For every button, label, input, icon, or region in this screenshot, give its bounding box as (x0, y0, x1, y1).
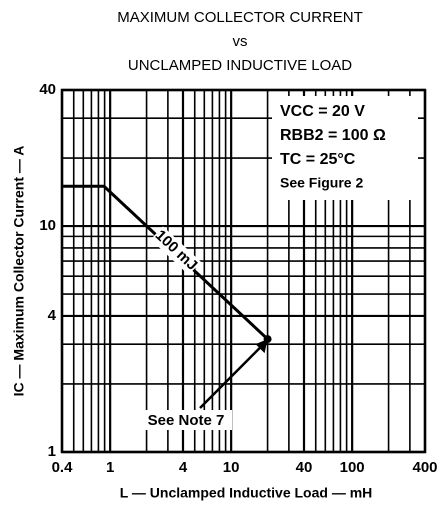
arrow-head (255, 339, 268, 354)
x-tick-label: 0.4 (52, 459, 74, 476)
x-tick-label: 100 (340, 459, 365, 476)
x-tick-label: 10 (223, 459, 240, 476)
y-axis-label: IC — Maximum Collector Current — A (11, 146, 27, 397)
label-bg (150, 226, 201, 275)
chart-title: UNCLAMPED INDUCTIVE LOAD (128, 57, 352, 74)
annotation-box (272, 96, 418, 200)
annotation: See Figure 2 (280, 175, 363, 191)
label-bg (140, 410, 232, 430)
x-tick-label: 40 (296, 459, 313, 476)
annotation: VCC = 20 V (280, 103, 365, 120)
y-tick-label: 1 (48, 443, 56, 460)
plot-frame (60, 88, 427, 454)
x-tick-label: 400 (412, 459, 437, 476)
annotation: TC = 25°C (280, 151, 356, 168)
chart-title: MAXIMUM COLLECTOR CURRENT (117, 9, 363, 26)
y-tick-label: 40 (39, 81, 56, 98)
chart-title: vs (233, 33, 248, 50)
y-tick-label: 10 (39, 217, 56, 234)
line (62, 184, 269, 341)
line-label: 100 mJ (152, 227, 201, 274)
x-tick-label: 1 (106, 459, 114, 476)
x-axis-label: L — Unclamped Inductive Load — mH (120, 485, 373, 501)
annotation: RBB2 = 100 Ω (280, 127, 386, 144)
y-tick-label: 4 (48, 307, 57, 324)
note-label: See Note 7 (148, 412, 225, 429)
x-tick-label: 4 (179, 459, 188, 476)
arrow (199, 343, 265, 409)
